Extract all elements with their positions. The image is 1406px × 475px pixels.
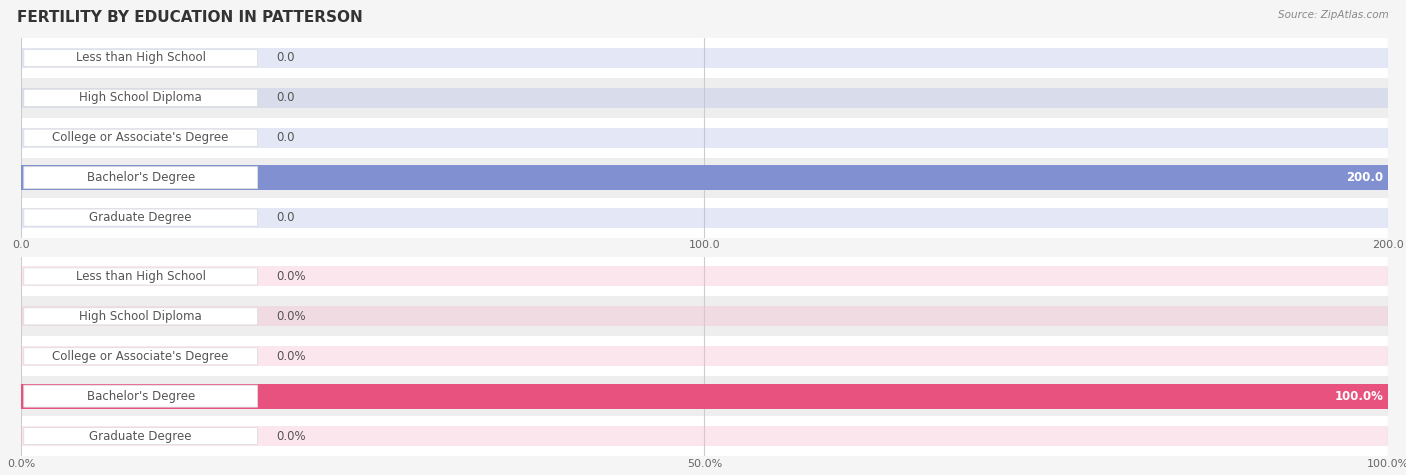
Bar [21,256,1388,296]
Bar [21,296,1388,336]
Text: Graduate Degree: Graduate Degree [90,211,193,224]
Bar [21,266,1388,286]
Text: 200.0: 200.0 [1347,171,1384,184]
FancyBboxPatch shape [24,129,257,146]
Bar [21,128,1388,148]
Text: 0.0: 0.0 [277,131,295,144]
Text: Bachelor's Degree: Bachelor's Degree [87,171,195,184]
Text: 0.0%: 0.0% [277,429,307,443]
FancyBboxPatch shape [24,428,257,445]
FancyBboxPatch shape [24,209,257,226]
FancyBboxPatch shape [24,49,257,66]
Text: 0.0: 0.0 [277,91,295,104]
FancyBboxPatch shape [24,89,257,106]
Bar [21,416,1388,456]
Bar [21,88,1388,108]
Text: Source: ZipAtlas.com: Source: ZipAtlas.com [1278,10,1389,19]
FancyBboxPatch shape [24,348,257,365]
Bar [21,165,1388,190]
Text: Less than High School: Less than High School [76,51,205,65]
FancyBboxPatch shape [24,385,257,407]
Bar [21,165,1388,190]
Text: 0.0%: 0.0% [277,270,307,283]
Text: 0.0: 0.0 [277,51,295,65]
Text: High School Diploma: High School Diploma [79,310,202,323]
FancyBboxPatch shape [24,268,257,285]
Bar [21,376,1388,416]
Bar [21,78,1388,118]
Bar [21,38,1388,78]
Text: 0.0%: 0.0% [277,350,307,363]
Bar [21,426,1388,446]
Bar [21,384,1388,408]
Bar [21,158,1388,198]
Text: 0.0%: 0.0% [277,310,307,323]
Bar [21,48,1388,68]
Text: Bachelor's Degree: Bachelor's Degree [87,390,195,403]
Bar [21,346,1388,366]
Bar [21,208,1388,228]
Text: 100.0%: 100.0% [1334,390,1384,403]
Bar [21,118,1388,158]
Text: 0.0: 0.0 [277,211,295,224]
Text: Graduate Degree: Graduate Degree [90,429,193,443]
Bar [21,336,1388,376]
Bar [21,306,1388,326]
Text: Less than High School: Less than High School [76,270,205,283]
FancyBboxPatch shape [24,167,257,189]
Bar [21,198,1388,238]
Text: College or Associate's Degree: College or Associate's Degree [52,350,229,363]
Text: FERTILITY BY EDUCATION IN PATTERSON: FERTILITY BY EDUCATION IN PATTERSON [17,10,363,25]
Text: High School Diploma: High School Diploma [79,91,202,104]
Text: College or Associate's Degree: College or Associate's Degree [52,131,229,144]
Bar [21,384,1388,408]
FancyBboxPatch shape [24,308,257,325]
